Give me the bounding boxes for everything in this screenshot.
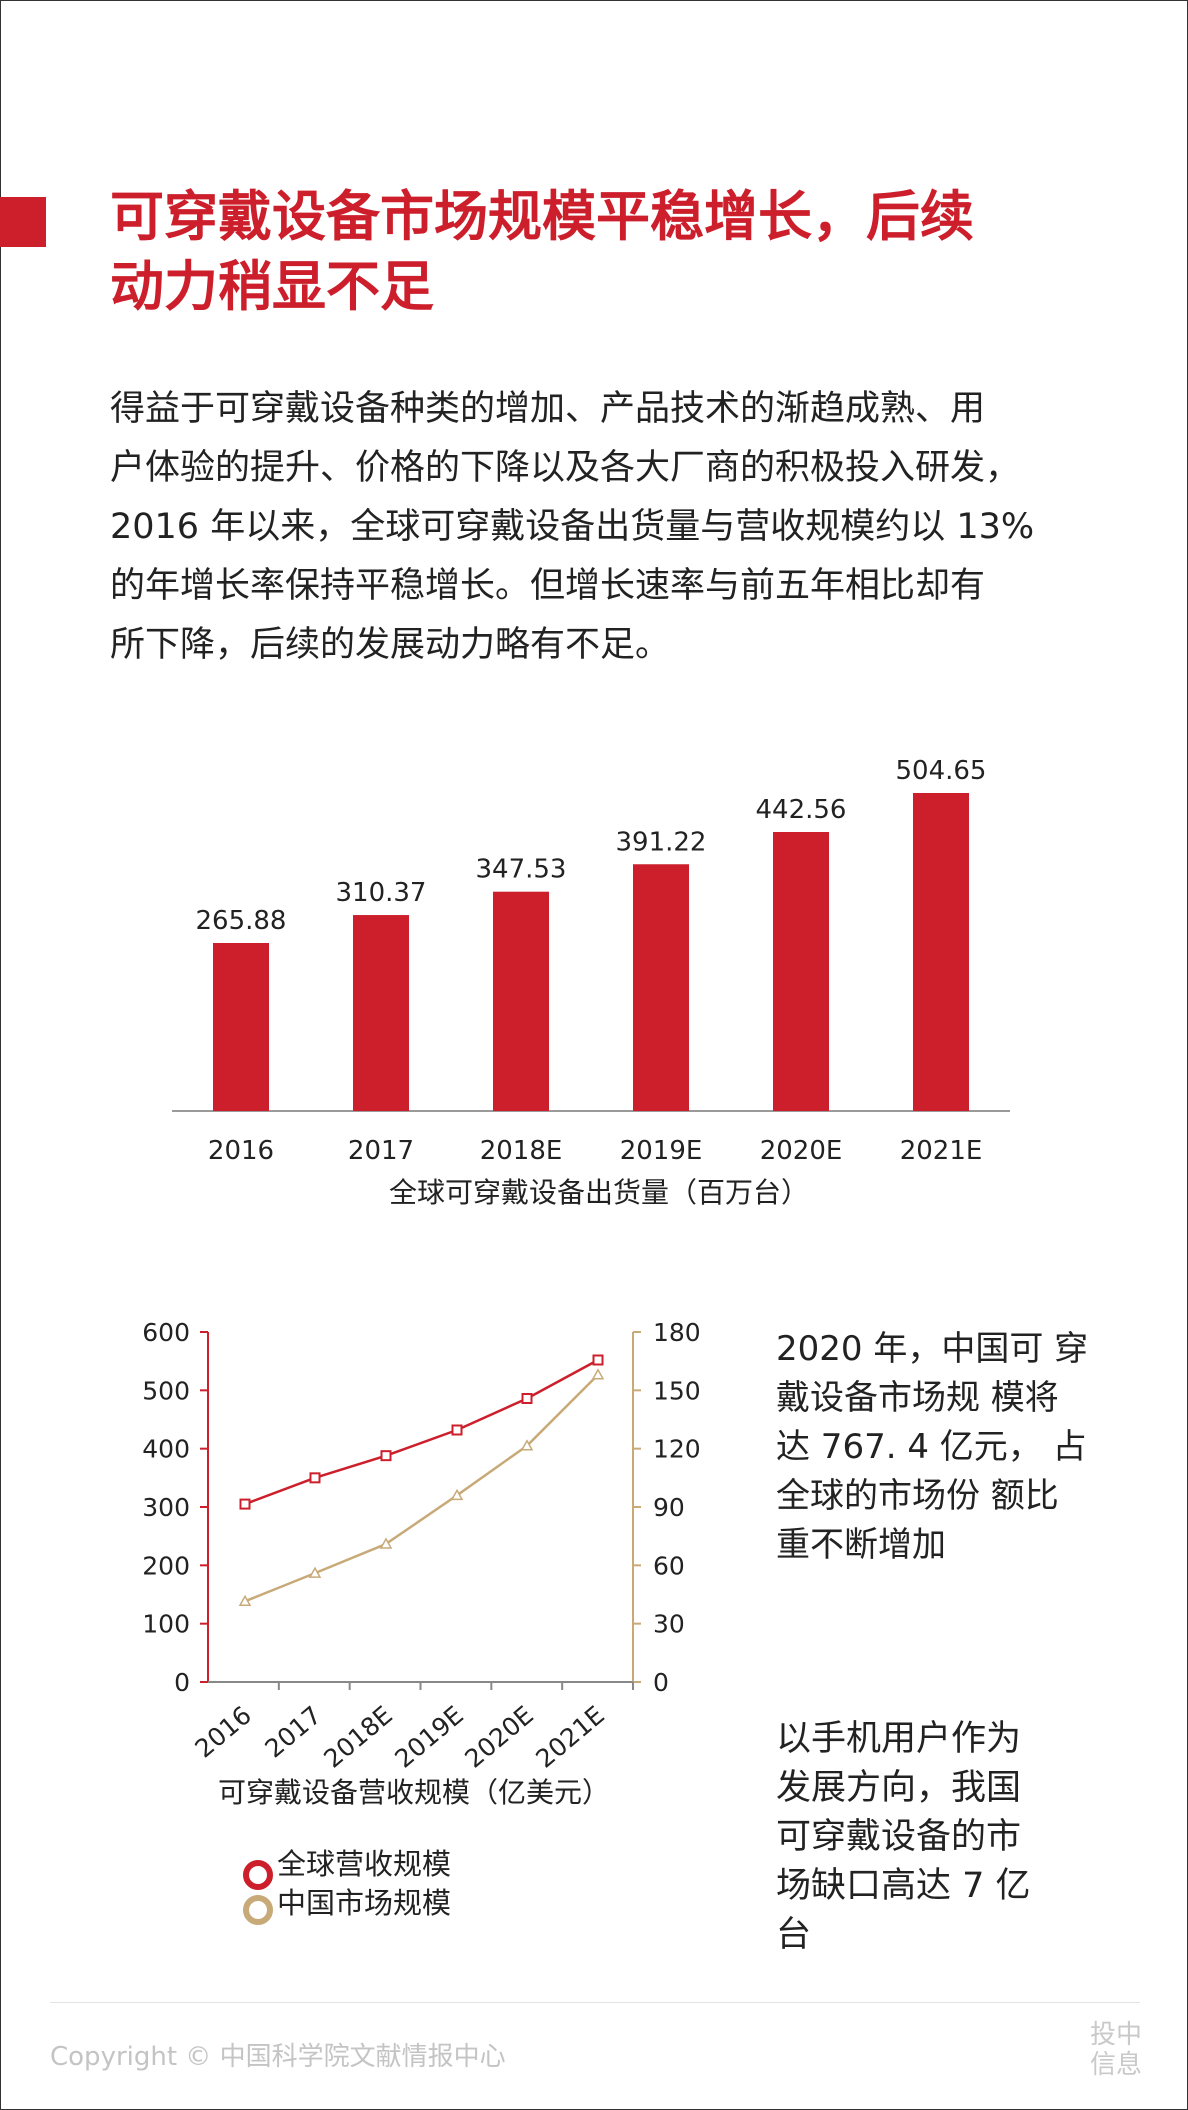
brand-logo: 投中 信息 (1086, 2020, 1146, 2080)
page-title: 可穿戴设备市场规模平稳增长，后续 动力稍显不足 (110, 182, 1110, 322)
data-label: 310.37 (336, 878, 427, 908)
section-marker (0, 197, 46, 247)
china-point (379, 1537, 393, 1549)
x-tick-label: 2020E (760, 1136, 843, 1166)
note-line: 达 767. 4 亿元， 占 (776, 1427, 1087, 1467)
left-tick-label: 600 (142, 1318, 190, 1347)
note-line: 可穿戴设备的市 (776, 1817, 1022, 1857)
right-tick-label: 90 (653, 1493, 685, 1522)
left-tick-label: 100 (142, 1610, 190, 1639)
global-point (451, 1424, 463, 1436)
global-point (239, 1498, 251, 1510)
x-tick-label: 2021E (900, 1136, 983, 1166)
right-tick-label: 180 (653, 1318, 701, 1347)
x-axis-title: 可穿戴设备营收规模（亿美元） (218, 1776, 610, 1809)
china-point (450, 1488, 464, 1501)
legend-label: 中国市场规模 (277, 1886, 451, 1920)
left-tick-label: 0 (174, 1668, 190, 1697)
note-line: 2020 年，中国可 穿 (776, 1329, 1089, 1369)
note-line: 全球的市场份 额比 (776, 1476, 1059, 1516)
left-tick-label: 200 (142, 1551, 190, 1580)
note-line: 场缺口高达 7 亿 (776, 1866, 1031, 1906)
right-tick-label: 120 (653, 1435, 701, 1464)
right-tick-label: 30 (653, 1610, 685, 1639)
right-tick-label: 0 (653, 1668, 669, 1697)
intro-paragraph: 得益于可穿戴设备种类的增加、产品技术的渐趋成熟、用 户体验的提升、价格的下降以及… (110, 380, 1120, 675)
x-tick-label: 2018E (318, 1700, 397, 1773)
note-line: 台 (776, 1915, 812, 1955)
right-tick-label: 150 (653, 1376, 701, 1405)
intro-line: 的年增长率保持平稳增长。但增长速率与前五年相比却有 (110, 566, 986, 606)
data-label: 504.65 (896, 756, 987, 786)
x-tick-label: 2020E (459, 1700, 538, 1773)
intro-line: 得益于可穿戴设备种类的增加、产品技术的渐趋成熟、用 (110, 389, 986, 429)
bar (353, 915, 409, 1111)
brand-line: 投中 (1089, 2020, 1142, 2050)
left-tick-label: 400 (142, 1435, 190, 1464)
legend-marker-global (243, 1860, 273, 1890)
right-tick-label: 60 (653, 1551, 685, 1580)
intro-line: 户体验的提升、价格的下降以及各大厂商的积极投入研发， (110, 448, 1021, 488)
series-line-global (244, 1358, 599, 1506)
x-tick-label: 2021E (530, 1700, 609, 1773)
x-tick-label: 2018E (480, 1136, 563, 1166)
china-point (520, 1439, 534, 1451)
copyright-text: Copyright © 中国科学院文献情报中心 (50, 2042, 506, 2072)
x-tick-label: 2017 (259, 1700, 326, 1763)
bar (773, 832, 829, 1111)
intro-line: 所下降，后续的发展动力略有不足。 (110, 625, 671, 665)
data-label: 265.88 (196, 906, 287, 936)
market-gap-note: 以手机用户作为 发展方向，我国 可穿戴设备的市 场缺口高达 7 亿 台 (776, 1715, 1106, 1960)
note-line: 以手机用户作为 (776, 1719, 1022, 1759)
china-market-note: 2020 年，中国可 穿 戴设备市场规 模将 达 767. 4 亿元， 占 全球… (776, 1325, 1136, 1570)
bar (633, 864, 689, 1111)
global-point (309, 1472, 321, 1484)
title-line: 动力稍显不足 (110, 255, 434, 318)
brand-line: 信息 (1089, 2050, 1142, 2080)
x-tick-label: 2019E (389, 1700, 468, 1773)
shipment-bar-chart: 265.88 2016 310.37 2017 347.53 2018E 391.22 201… (172, 756, 1010, 1209)
china-point (238, 1594, 252, 1607)
data-label: 391.22 (616, 827, 707, 857)
china-point (308, 1566, 322, 1578)
x-tick-label: 2016 (208, 1136, 274, 1166)
left-tick-label: 500 (142, 1376, 190, 1405)
bar (913, 793, 969, 1111)
x-axis-title: 全球可穿戴设备出货量（百万台） (389, 1176, 809, 1209)
note-line: 重不断增加 (776, 1525, 946, 1565)
bar (213, 943, 269, 1111)
left-tick-label: 300 (142, 1493, 190, 1522)
note-line: 戴设备市场规 模将 (776, 1378, 1059, 1418)
note-line: 发展方向，我国 (776, 1768, 1022, 1808)
global-point (380, 1450, 392, 1462)
china-point (591, 1368, 605, 1380)
x-tick-label: 2019E (620, 1136, 703, 1166)
legend-label: 全球营收规模 (277, 1847, 451, 1881)
series-line-china (244, 1373, 599, 1603)
global-point (521, 1393, 533, 1404)
x-tick-label: 2017 (348, 1136, 414, 1166)
data-label: 442.56 (756, 795, 847, 825)
x-tick-label: 2016 (189, 1700, 256, 1763)
bar (493, 891, 549, 1111)
legend-marker-china (243, 1895, 273, 1925)
data-label: 347.53 (476, 855, 567, 885)
intro-line: 2016 年以来，全球可穿戴设备出货量与营收规模约以 13% (110, 507, 1035, 547)
global-point (592, 1354, 604, 1366)
title-line: 可穿戴设备市场规模平稳增长，后续 (110, 185, 974, 248)
footer-divider (50, 2002, 1140, 2003)
